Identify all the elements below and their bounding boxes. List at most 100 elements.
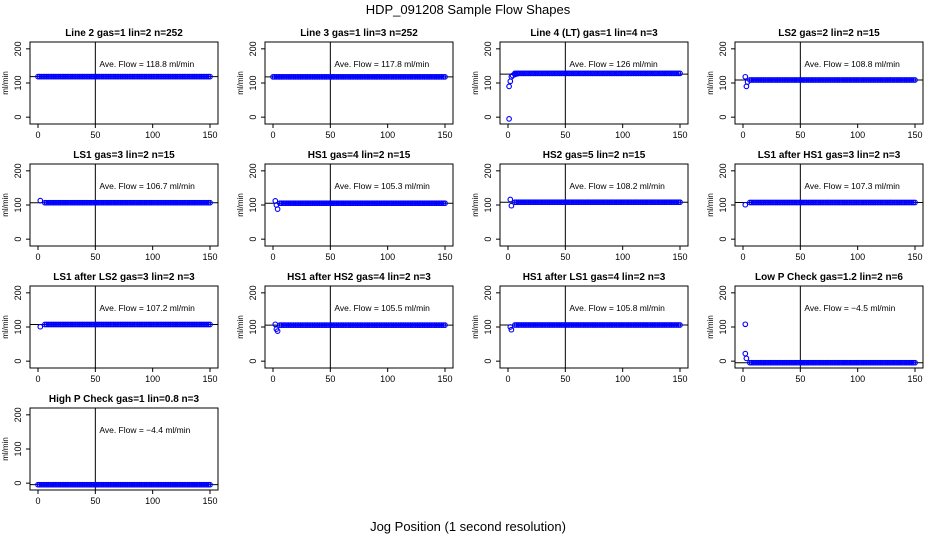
data-point (200, 321, 206, 328)
data-point (103, 321, 110, 328)
data-point (829, 77, 836, 83)
data-point (356, 200, 362, 207)
data-point (795, 359, 801, 366)
data-point (599, 70, 606, 77)
data-point (184, 321, 191, 328)
data-point (158, 199, 165, 206)
x-tick-label: 150 (672, 252, 687, 262)
x-tick-label: 0 (35, 374, 40, 384)
data-point (786, 199, 793, 206)
data-point (628, 199, 635, 206)
average-flow-label: Ave. Flow = 117.8 ml/min (334, 59, 429, 69)
data-point (174, 73, 181, 80)
data-point (440, 322, 447, 328)
y-tick-label: 100 (718, 75, 728, 90)
data-point (129, 321, 136, 328)
data-point (385, 200, 392, 207)
data-point (774, 359, 781, 366)
data-point (71, 321, 77, 328)
data-point (863, 359, 870, 366)
data-point (908, 77, 915, 83)
data-points (742, 199, 918, 208)
data-point (810, 359, 817, 366)
data-point (608, 199, 615, 206)
data-point (60, 73, 67, 80)
x-tick-label: 50 (90, 252, 100, 262)
data-point (54, 199, 60, 206)
data-point (357, 200, 364, 207)
data-point (793, 199, 800, 206)
data-point (316, 322, 323, 328)
data-point (517, 199, 523, 206)
panel-12: Low P Check gas=1.2 lin=2 n=6 0 50 100 150 0 1… (706, 272, 924, 384)
data-point (37, 323, 44, 330)
data-point (752, 359, 758, 366)
data-point (836, 199, 843, 206)
data-point (829, 199, 836, 206)
data-point (567, 322, 573, 328)
data-point (338, 200, 345, 207)
data-point (548, 199, 554, 206)
data-point (886, 359, 893, 366)
data-point (200, 481, 206, 488)
data-point (634, 322, 640, 328)
data-point (129, 73, 136, 80)
data-point (625, 70, 632, 77)
data-point (668, 199, 675, 206)
data-point (889, 199, 896, 206)
data-point (791, 77, 798, 83)
x-tick-label: 100 (850, 130, 865, 140)
data-point (646, 199, 652, 206)
data-point (411, 200, 417, 207)
data-point (906, 77, 913, 83)
panel-title: HS2 gas=5 lin=2 n=15 (543, 150, 646, 161)
data-point (637, 199, 644, 206)
data-point (112, 321, 119, 328)
data-point (198, 73, 205, 80)
data-point (181, 73, 188, 80)
data-point (906, 359, 913, 366)
data-point (200, 73, 206, 80)
x-tick-label: 0 (270, 130, 275, 140)
data-point (419, 200, 426, 207)
data-point (610, 199, 616, 206)
data-point (659, 70, 666, 77)
data-point (321, 74, 328, 80)
panel-title: LS1 after LS2 gas=3 lin=2 n=3 (53, 272, 195, 283)
data-point (591, 199, 597, 206)
data-point (784, 359, 791, 366)
data-point (843, 359, 850, 366)
panel-2: Line 3 gas=1 lin=3 n=252 0 50 100 150 0 100 200… (236, 28, 454, 140)
data-point (373, 322, 380, 328)
data-point (71, 73, 77, 80)
data-point (634, 199, 640, 206)
data-points (507, 322, 683, 333)
data-point (148, 321, 155, 328)
data-point (79, 199, 86, 206)
data-point (340, 200, 347, 207)
data-point (786, 77, 793, 83)
data-point (776, 77, 782, 83)
data-point (146, 481, 153, 488)
data-point (393, 74, 400, 80)
data-point (556, 322, 563, 328)
data-point (424, 74, 431, 80)
data-point (189, 199, 196, 206)
data-points (742, 321, 918, 366)
data-point (278, 74, 285, 80)
data-point (385, 322, 392, 328)
data-point (750, 359, 757, 366)
data-point (582, 322, 589, 328)
x-tick-label: 50 (90, 130, 100, 140)
plot-frame (264, 41, 454, 125)
data-point (888, 199, 894, 206)
data-point (193, 199, 200, 206)
x-tick-label: 0 (740, 374, 745, 384)
x-tick-label: 50 (795, 374, 805, 384)
data-point (36, 481, 43, 488)
data-point (860, 77, 867, 83)
data-point (150, 73, 157, 80)
y-tick-label: 100 (13, 75, 23, 90)
y-tick-label: 200 (718, 285, 728, 300)
data-point (392, 322, 398, 328)
